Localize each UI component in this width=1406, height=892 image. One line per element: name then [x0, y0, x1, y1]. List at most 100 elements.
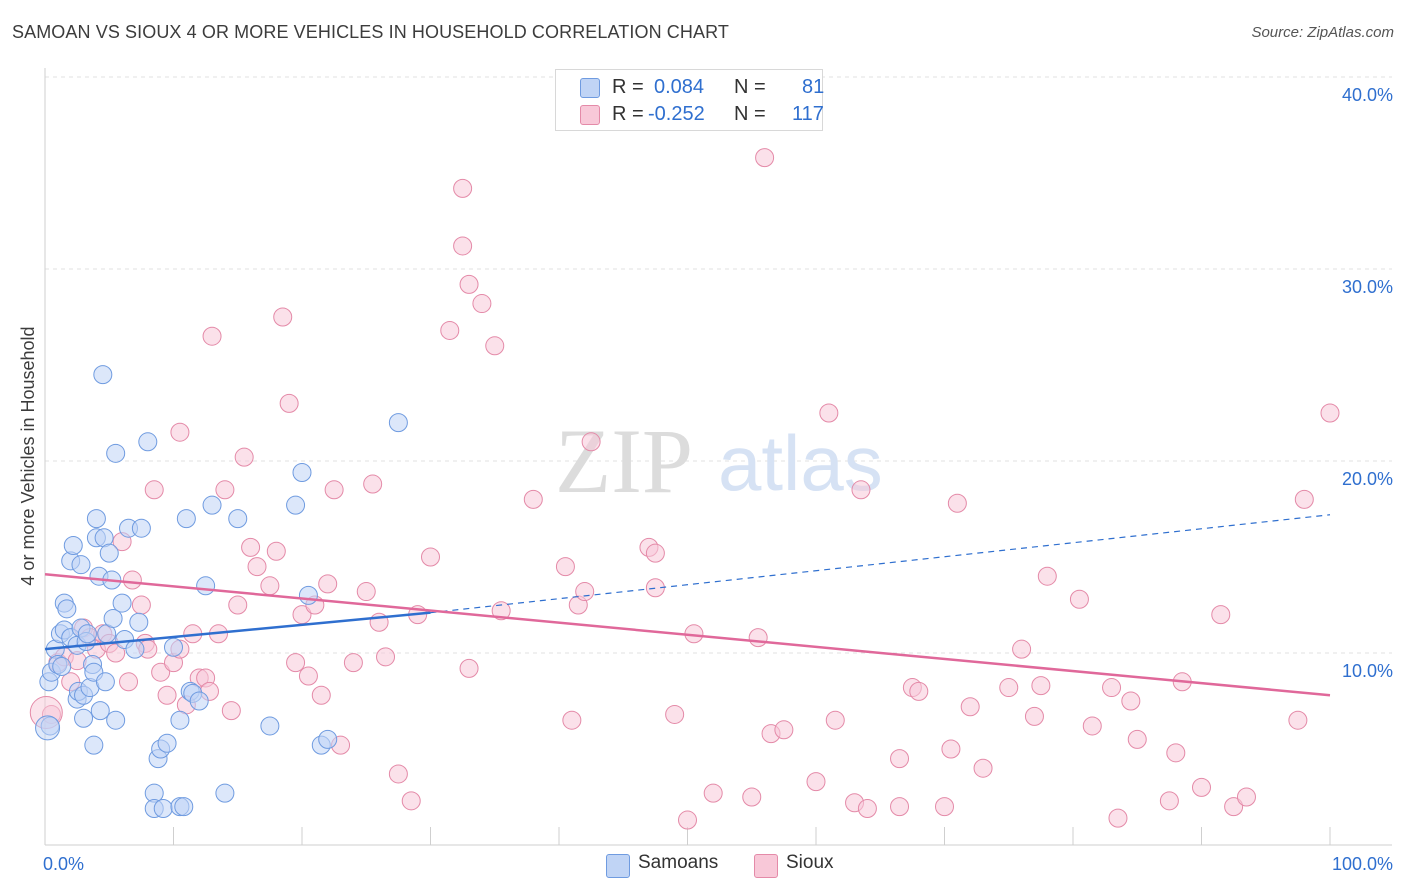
sioux-point [144, 480, 164, 500]
sioux-point [909, 681, 929, 701]
sioux-point [491, 601, 511, 621]
sioux-point [1288, 710, 1308, 730]
sioux-point [1211, 605, 1231, 625]
sioux-point [1031, 676, 1051, 696]
sioux-point [343, 653, 363, 673]
r-label: R = [612, 103, 644, 125]
sioux-point [459, 274, 479, 294]
sioux-legend-label: Sioux [786, 852, 834, 873]
sioux-point [703, 783, 723, 803]
sioux-point [241, 537, 261, 557]
sioux-point [286, 653, 306, 673]
samoans-point [131, 518, 151, 538]
sioux-point [935, 797, 954, 817]
r-label: R = [612, 76, 644, 98]
sioux-point [1236, 787, 1256, 807]
sioux-point [157, 685, 177, 705]
sioux-point [1102, 678, 1122, 698]
sioux-point [806, 772, 826, 792]
sioux-point [202, 326, 222, 346]
sioux-point [376, 647, 396, 667]
sioux-point [857, 799, 877, 819]
sioux-swatch [580, 105, 600, 125]
sioux-point [890, 797, 910, 817]
n-label: N = [734, 103, 766, 125]
samoans-point [138, 432, 158, 452]
sioux-point [1037, 566, 1057, 586]
sioux-point [562, 710, 582, 730]
sioux-point [665, 704, 685, 724]
chart-title: SAMOAN VS SIOUX 4 OR MORE VEHICLES IN HO… [12, 22, 729, 42]
samoans-point [157, 733, 177, 753]
source-label: Source: ZipAtlas.com [1251, 24, 1394, 41]
samoans-point [84, 735, 104, 755]
sioux-point [122, 570, 142, 590]
sioux-point [947, 493, 967, 513]
sioux-point [1024, 706, 1044, 726]
sioux-point [1121, 691, 1141, 711]
y-tick-label: 20.0% [1342, 469, 1393, 489]
grid-lines [45, 76, 1392, 654]
sioux-trend-line [44, 573, 1331, 697]
sioux-point [266, 541, 286, 561]
r-value-sioux: -0.252 [648, 103, 705, 125]
sioux-point [215, 480, 235, 500]
sioux-point [401, 791, 421, 811]
samoans-point [103, 608, 123, 628]
samoans-point [86, 509, 106, 529]
sioux-point [453, 236, 473, 256]
samoans-point [95, 672, 115, 692]
sioux-point [298, 666, 318, 686]
samoans-point [63, 535, 83, 555]
samoans-point [260, 716, 280, 736]
sioux-point [356, 582, 376, 602]
samoans-point [292, 463, 312, 483]
y-tick-label: 40.0% [1342, 85, 1393, 105]
sioux-point [311, 685, 331, 705]
sioux-point [273, 307, 293, 327]
sioux-point [1012, 639, 1032, 659]
sioux-point [748, 628, 768, 648]
samoans-point [71, 555, 91, 575]
sioux-point [645, 543, 665, 563]
sioux-point [1108, 808, 1128, 828]
samoans-point [57, 599, 77, 619]
sioux-point [363, 474, 383, 494]
sioux-point [318, 574, 338, 594]
sioux-point [228, 595, 248, 615]
sioux-point [459, 658, 479, 678]
samoans-point [77, 624, 97, 644]
x-tick-label: 0.0% [43, 854, 84, 874]
samoans-point [189, 691, 209, 711]
sioux-point [755, 148, 775, 168]
sioux-point [973, 758, 993, 778]
y-tick-label: 30.0% [1342, 277, 1393, 297]
sioux-point [774, 720, 794, 740]
stats-legend: R = 0.084 N = 81 R = -0.252 N = 117 [555, 69, 824, 131]
sioux-point [472, 294, 492, 314]
sioux-point [742, 787, 762, 807]
watermark-zip: ZIP [555, 410, 693, 512]
samoans-trend-line [44, 611, 431, 651]
y-axis-label: 4 or more Vehicles in Household [18, 326, 38, 585]
x-tick-label: 100.0% [1332, 854, 1393, 874]
sioux-point [453, 178, 473, 198]
samoans-point [215, 783, 235, 803]
samoans-point [74, 708, 94, 728]
samoans-trend-extension [430, 514, 1331, 614]
sioux-point [260, 576, 280, 596]
r-value-samoans: 0.084 [654, 76, 705, 98]
samoans-point [112, 593, 132, 613]
sioux-point [324, 480, 344, 500]
sioux-point [1166, 743, 1186, 763]
sioux-point [941, 739, 961, 759]
sioux-point [1192, 777, 1211, 797]
sioux-point [851, 480, 871, 500]
samoans-point [164, 637, 183, 657]
sioux-point [1294, 489, 1314, 509]
samoans-point [388, 413, 408, 433]
samoans-point [298, 585, 318, 605]
sioux-point [1082, 716, 1102, 736]
sioux-point [581, 432, 601, 452]
sioux-legend-swatch [754, 854, 778, 878]
